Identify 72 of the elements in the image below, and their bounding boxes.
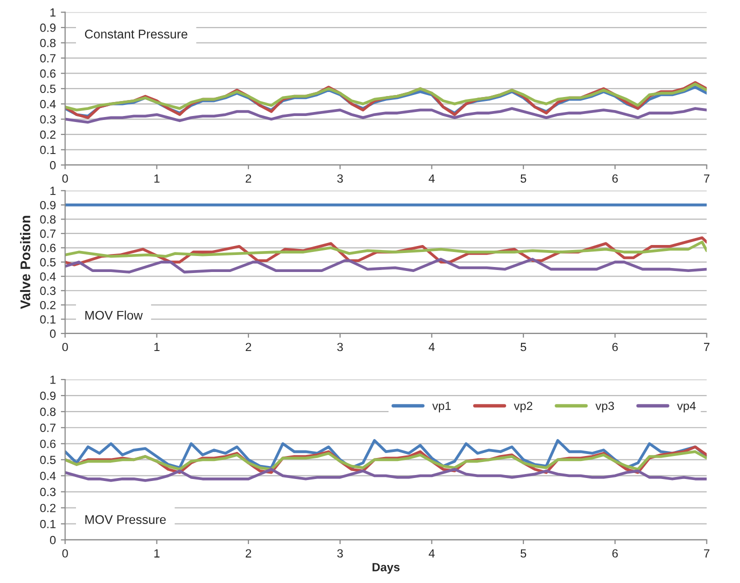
x-tick-label: 7 xyxy=(704,342,710,352)
y-tick-label: 0.4 xyxy=(40,472,56,480)
y-tick-label: 0.8 xyxy=(40,408,56,416)
x-tick-label: 1 xyxy=(154,342,160,352)
x-tick-label: 3 xyxy=(337,342,343,352)
y-tick-label: 0.8 xyxy=(40,215,56,224)
y-tick-label: 0.1 xyxy=(40,520,56,528)
x-tick-label: 0 xyxy=(62,549,68,558)
y-tick-label: 0.3 xyxy=(40,488,56,496)
x-tick-label: 7 xyxy=(704,549,710,558)
x-tick-label: 7 xyxy=(704,174,710,183)
y-tick-label: 0.9 xyxy=(40,392,56,400)
x-tick-label: 5 xyxy=(520,342,526,352)
y-tick-label: 0.5 xyxy=(40,258,56,266)
y-tick-label: 1 xyxy=(50,376,56,384)
x-tick-label: 0 xyxy=(62,342,68,352)
x-tick-label: 0 xyxy=(62,174,68,183)
annotation: MOV Flow xyxy=(85,310,143,320)
line-series xyxy=(65,468,707,482)
x-tick-label: 5 xyxy=(520,174,526,183)
y-tick-label: 0.6 xyxy=(40,244,56,252)
y-tick-label: 0 xyxy=(50,536,56,544)
y-axis-title: Valve Position xyxy=(20,216,30,310)
y-tick-label: 0.2 xyxy=(40,504,56,512)
y-tick-label: 0.1 xyxy=(40,315,56,324)
x-tick-label: 4 xyxy=(428,174,435,183)
line-series xyxy=(65,258,707,274)
x-tick-label: 2 xyxy=(246,342,252,352)
x-tick-label: 4 xyxy=(428,342,435,352)
y-tick-label: 0.6 xyxy=(40,69,56,78)
y-tick-label: 0.7 xyxy=(40,54,56,62)
y-tick-label: 0.7 xyxy=(40,424,56,432)
annotation: MOV Pressure xyxy=(85,515,166,524)
y-tick-label: 1 xyxy=(50,8,56,17)
y-tick-label: 0.5 xyxy=(40,84,56,94)
x-tick-label: 3 xyxy=(337,174,343,183)
y-tick-label: 0.7 xyxy=(40,230,56,238)
x-tick-label: 1 xyxy=(154,174,160,183)
y-tick-label: 0.9 xyxy=(40,200,56,210)
line-series xyxy=(65,450,707,471)
x-tick-label: 6 xyxy=(612,174,618,183)
y-tick-label: 1 xyxy=(50,186,56,195)
line-series xyxy=(65,107,707,124)
y-tick-label: 0.2 xyxy=(40,300,56,310)
y-tick-label: 0.2 xyxy=(40,130,56,139)
y-tick-label: 0.4 xyxy=(40,272,56,281)
x-tick-label: 2 xyxy=(246,549,252,558)
annotation: Constant Pressure xyxy=(85,30,188,39)
y-tick-label: 0.8 xyxy=(40,38,56,48)
x-tick-label: 6 xyxy=(612,342,618,352)
y-tick-label: 0.3 xyxy=(40,286,56,296)
x-tick-label: 2 xyxy=(246,174,252,183)
x-tick-label: 6 xyxy=(612,549,618,558)
y-tick-label: 0.5 xyxy=(40,456,56,464)
y-tick-label: 0.9 xyxy=(40,24,56,32)
x-tick-label: 5 xyxy=(520,549,526,558)
y-tick-label: 0.3 xyxy=(40,115,56,124)
legend-label: vp4 xyxy=(677,402,696,412)
x-axis-title: Days xyxy=(372,563,400,574)
y-tick-label: 0.6 xyxy=(40,440,56,448)
y-tick-label: 0 xyxy=(50,330,56,338)
y-tick-label: 0 xyxy=(50,161,56,170)
legend-label: vp3 xyxy=(595,402,614,412)
line-series xyxy=(65,240,707,258)
y-tick-label: 0.1 xyxy=(40,146,56,154)
legend-label: vp2 xyxy=(514,402,532,412)
legend-label: vp1 xyxy=(432,402,451,412)
x-tick-label: 3 xyxy=(337,549,343,558)
y-tick-label: 0.4 xyxy=(40,100,56,108)
x-tick-label: 4 xyxy=(428,549,435,558)
x-tick-label: 1 xyxy=(154,549,160,558)
line-series xyxy=(65,82,707,112)
